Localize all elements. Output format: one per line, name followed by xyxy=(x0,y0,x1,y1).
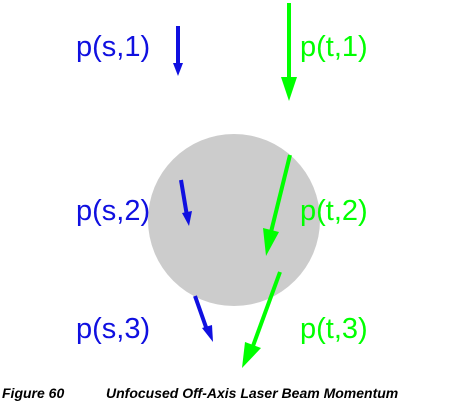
t-arrow-1 xyxy=(281,3,297,101)
beam-disc xyxy=(148,134,320,306)
s-arrow-1 xyxy=(173,26,183,76)
t-arrow-3 xyxy=(242,271,282,368)
label-t1: p(t,1) xyxy=(300,31,368,63)
figure-title: Unfocused Off-Axis Laser Beam Momentum xyxy=(106,385,399,401)
t-arrow-2 xyxy=(263,154,292,256)
figure-number: Figure 60 xyxy=(2,385,65,401)
label-s1: p(s,1) xyxy=(76,31,150,63)
label-t3: p(t,3) xyxy=(300,313,368,345)
s-arrow-3 xyxy=(193,295,213,342)
label-s2: p(s,2) xyxy=(76,195,150,227)
label-t2: p(t,2) xyxy=(300,195,368,227)
label-s3: p(s,3) xyxy=(76,313,150,345)
s-arrow-2 xyxy=(179,179,192,226)
